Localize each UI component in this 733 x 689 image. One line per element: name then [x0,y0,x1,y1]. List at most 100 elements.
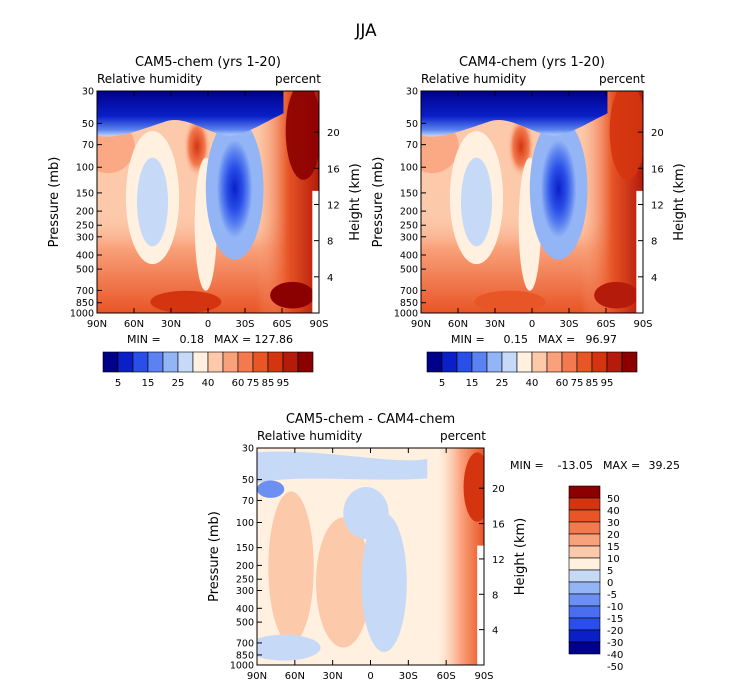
y-tick-label: 300 [400,232,418,243]
legend-swatch [177,351,194,373]
y-tick-label: 70 [242,496,254,507]
y2-tick-label: 16 [651,164,664,175]
y-tick-label: 50 [82,119,94,130]
y-tick-label: 850 [236,650,254,661]
panel-variable-label: Relative humidity [257,429,362,443]
y-tick-label: 250 [236,575,254,586]
legend-level-label: 15 [607,542,620,553]
x-tick-label: 60S [272,319,291,330]
diff-tropic-moist [316,517,371,648]
legend-swatch [192,351,209,373]
diff-upper-trop-dry [343,487,389,540]
y-tick-label: 1000 [394,309,418,320]
diff-upper-dry [257,451,428,483]
legend-level-label: 95 [601,378,614,389]
legend-level-label: 75 [247,378,260,389]
y-tick-label: 700 [400,286,418,297]
stats-min-value: 0.15 [504,333,529,346]
y-tick-label: 100 [400,163,418,174]
x-tick-label: 30S [559,319,578,330]
y2-tick-label: 8 [651,237,657,248]
legend-swatch [568,497,601,511]
panel-title: CAM5-chem (yrs 1-20) [135,55,281,70]
legend-level-label: 0 [607,578,613,589]
legend-swatch [568,617,601,631]
legend-swatch [267,351,284,373]
y-tick-label: 200 [76,207,94,218]
panel-title: CAM4-chem (yrs 1-20) [459,55,605,70]
legend-swatch [568,593,601,607]
rh-tropical-surface [474,290,546,313]
rh-sh-surface-max [270,281,315,309]
x-tick-label: 30N [485,319,505,330]
diff-surface-dry [257,634,321,661]
y-tick-label: 150 [400,188,418,199]
legend-level-label: 25 [172,378,185,389]
y2-tick-label: 4 [492,626,498,637]
legend-swatch [606,351,623,373]
panel-units-label: percent [275,72,321,86]
y-tick-label: 70 [406,140,418,151]
y-tick-label: 150 [236,543,254,554]
legend-swatch [297,351,314,373]
y2-tick-label: 20 [492,484,505,495]
legend-level-label: -30 [607,638,623,649]
x-tick-label: 90S [474,671,493,682]
legend-swatch [147,351,164,373]
legend-swatch [568,605,601,619]
y2-axis-title: Height (km) [672,163,687,240]
panel-units-label: percent [599,72,645,86]
page-title: JJA [354,21,377,41]
legend-swatch [568,521,601,535]
rh-sh-upper-max [285,91,319,180]
panel-diff: CAM5-chem - CAM4-chem Relative humidity pe… [207,412,680,682]
x-tick-label: 90N [247,671,267,682]
rh-missing-data [636,190,643,313]
y-axis-title: Pressure (mb) [207,511,222,602]
y2-tick-label: 8 [492,590,498,601]
stats-min-label: MIN = [451,333,485,346]
legend-swatch [516,351,533,373]
legend-level-label: 20 [607,530,620,541]
legend-level-label: 50 [607,494,620,505]
legend-level-label: -15 [607,614,623,625]
heatmap-field [421,91,643,313]
legend-level-label: -10 [607,602,623,613]
stats-max-value: 39.25 [649,459,681,472]
diff-nh-moist [268,491,314,644]
legend-level-label: 15 [142,378,155,389]
y-tick-label: 30 [406,87,418,98]
legend-swatch [207,351,224,373]
y2-tick-label: 16 [492,520,505,531]
legend-swatch [568,533,601,547]
legend-level-label: 75 [571,378,584,389]
y-tick-label: 200 [400,207,418,218]
diff-nh-dry [257,480,285,498]
legend-swatch [568,641,601,655]
legend-swatch [621,351,638,373]
legend-swatch [568,545,601,559]
legend-level-label: -20 [607,626,623,637]
x-tick-label: 30N [161,319,181,330]
x-tick-label: 0 [367,671,373,682]
y-tick-label: 1000 [230,661,254,672]
legend-swatch [426,351,443,373]
rh-stratosphere-dry [97,91,284,137]
y2-tick-label: 20 [651,128,664,139]
legend-level-label: 40 [526,378,539,389]
y-tick-label: 300 [76,232,94,243]
x-tick-label: 30N [323,671,343,682]
stats-readout: MIN = 0.15 MAX = 96.97 [451,333,617,346]
y-tick-label: 250 [400,221,418,232]
y-tick-label: 400 [236,604,254,615]
y-tick-label: 850 [76,298,94,309]
rh-stratosphere-dry [421,91,608,137]
legend-swatch [546,351,563,373]
legend-swatch [102,351,119,373]
y-tick-label: 150 [76,188,94,199]
legend-level-label: 10 [607,554,620,565]
y-tick-label: 700 [76,286,94,297]
panel-units-label: percent [440,429,486,443]
rh-sh-upper-max [609,91,643,180]
